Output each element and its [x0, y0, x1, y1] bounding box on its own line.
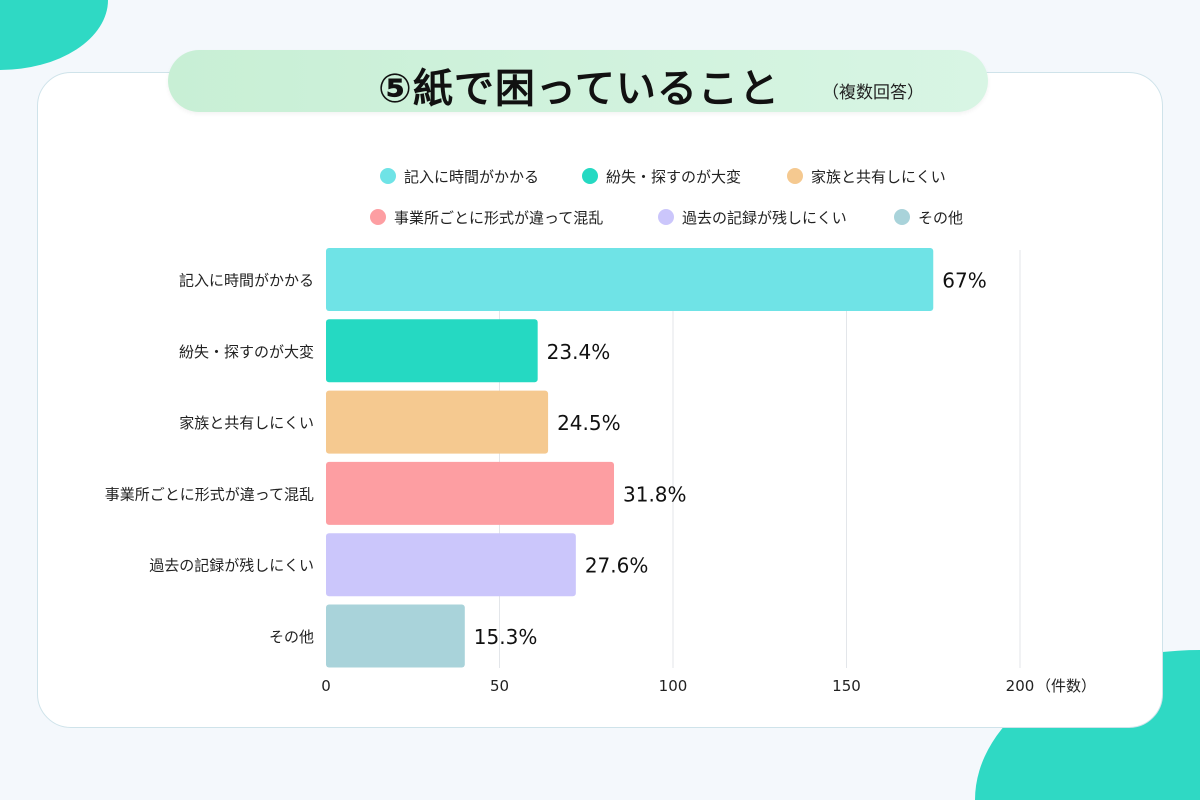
legend-marker	[370, 209, 386, 225]
x-tick-label: 0	[321, 677, 331, 695]
legend-marker	[787, 168, 803, 184]
category-label: 事業所ごとに形式が違って混乱	[105, 485, 314, 503]
x-axis-label: （件数）	[1036, 677, 1096, 695]
bar	[326, 390, 549, 454]
legend-marker	[582, 168, 598, 184]
legend-marker	[380, 168, 396, 184]
legend-marker	[658, 209, 674, 225]
bar	[326, 604, 465, 668]
data-label: 24.5%	[557, 411, 621, 435]
data-label: 23.4%	[547, 340, 611, 364]
category-label: 紛失・探すのが大変	[179, 343, 314, 361]
legend-label: 過去の記録が残しにくい	[682, 209, 847, 227]
data-label: 67%	[942, 269, 986, 293]
chart-title: ⑤紙で困っていること	[378, 66, 780, 112]
legend-label: 事業所ごとに形式が違って混乱	[394, 209, 603, 227]
legend-marker	[894, 209, 910, 225]
category-label: 過去の記録が残しにくい	[149, 557, 314, 575]
x-tick-label: 200	[1006, 677, 1035, 695]
bar	[326, 319, 538, 383]
title-banner	[168, 50, 988, 112]
bar	[326, 248, 934, 311]
legend-label: 紛失・探すのが大変	[606, 168, 741, 186]
category-label: その他	[269, 628, 314, 646]
x-tick-label: 150	[832, 677, 861, 695]
chart-subtitle: （複数回答）	[822, 83, 924, 103]
data-label: 15.3%	[474, 625, 538, 649]
legend-label: その他	[918, 209, 963, 227]
category-label: 家族と共有しにくい	[179, 414, 314, 432]
x-tick-label: 100	[659, 677, 688, 695]
data-label: 31.8%	[623, 482, 687, 506]
data-label: 27.6%	[585, 554, 649, 578]
legend-label: 家族と共有しにくい	[811, 168, 946, 186]
bar	[326, 533, 576, 597]
x-tick-label: 50	[490, 677, 509, 695]
category-label: 記入に時間がかかる	[179, 272, 314, 290]
chart-card	[37, 72, 1163, 728]
legend-label: 記入に時間がかかる	[404, 168, 539, 186]
bar	[326, 461, 615, 525]
